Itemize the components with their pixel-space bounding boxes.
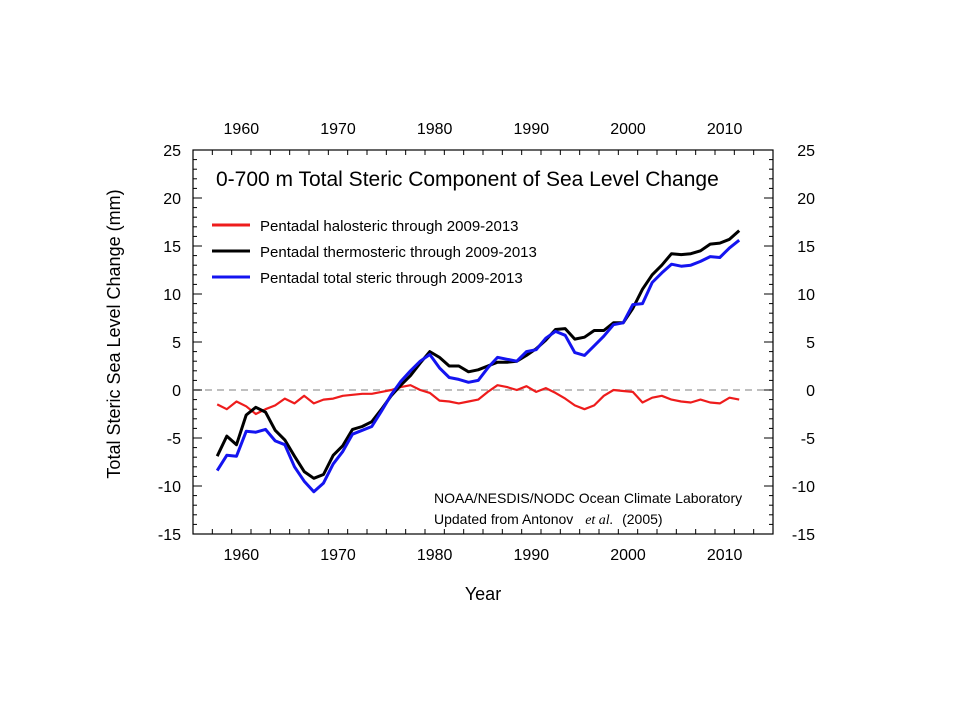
y-tick-label-left: 15 xyxy=(163,239,181,256)
tick-labels: 1960196019701970198019801990199020002000… xyxy=(158,121,815,564)
y-tick-label-left: 20 xyxy=(163,191,181,208)
y-tick-label-right: 5 xyxy=(806,335,815,352)
y-tick-label-left: 25 xyxy=(163,143,181,160)
series-lines xyxy=(215,229,741,494)
chart-title: 0-700 m Total Steric Component of Sea Le… xyxy=(216,168,719,191)
credit-suffix: (2005) xyxy=(622,511,662,527)
x-tick-label-top: 1970 xyxy=(320,121,356,138)
y-tick-label-right: 0 xyxy=(806,383,815,400)
y-tick-label-left: -5 xyxy=(167,431,181,448)
y-tick-label-right: 15 xyxy=(797,239,815,256)
y-tick-label-left: -10 xyxy=(158,479,181,496)
y-tick-label-left: -15 xyxy=(158,527,181,544)
x-tick-label-top: 1980 xyxy=(417,121,453,138)
x-tick-label-top: 1960 xyxy=(224,121,260,138)
series-line-1 xyxy=(216,384,740,416)
y-tick-label-right: 20 xyxy=(797,191,815,208)
x-tick-label-bottom: 2010 xyxy=(707,547,743,564)
x-tick-label-top: 1990 xyxy=(514,121,550,138)
credit-italic: et al. xyxy=(585,513,613,528)
y-tick-label-right: -5 xyxy=(801,431,815,448)
x-tick-label-bottom: 1980 xyxy=(417,547,453,564)
y-tick-label-right: 25 xyxy=(797,143,815,160)
y-axis-label: Total Steric Sea Level Change (mm) xyxy=(104,189,124,478)
legend-label: Pentadal total steric through 2009-2013 xyxy=(260,270,523,287)
x-tick-label-bottom: 2000 xyxy=(610,547,646,564)
credit-line-1: NOAA/NESDIS/NODC Ocean Climate Laborator… xyxy=(434,490,742,506)
x-tick-label-top: 2000 xyxy=(610,121,646,138)
credit-line-2: Updated from Antonov et al. (2005) xyxy=(434,511,663,528)
legend-label: Pentadal halosteric through 2009-2013 xyxy=(260,218,519,235)
legend: Pentadal halosteric through 2009-2013 Pen… xyxy=(212,218,537,287)
y-tick-label-left: 5 xyxy=(172,335,181,352)
legend-label: Pentadal thermosteric through 2009-2013 xyxy=(260,244,537,261)
y-tick-label-right: 10 xyxy=(797,287,815,304)
y-tick-label-left: 10 xyxy=(163,287,181,304)
x-tick-label-top: 2010 xyxy=(707,121,743,138)
x-tick-label-bottom: 1960 xyxy=(224,547,260,564)
y-tick-label-left: 0 xyxy=(172,383,181,400)
y-tick-label-right: -15 xyxy=(792,527,815,544)
plot-frame xyxy=(192,149,774,535)
x-axis-label: Year xyxy=(465,584,501,604)
x-tick-label-bottom: 1990 xyxy=(514,547,550,564)
series-line-2 xyxy=(215,229,741,480)
series-line-3 xyxy=(215,239,741,494)
credit-prefix: Updated from Antonov xyxy=(434,511,573,527)
y-tick-label-right: -10 xyxy=(792,479,815,496)
x-tick-label-bottom: 1970 xyxy=(320,547,356,564)
tick-marks xyxy=(192,149,774,535)
